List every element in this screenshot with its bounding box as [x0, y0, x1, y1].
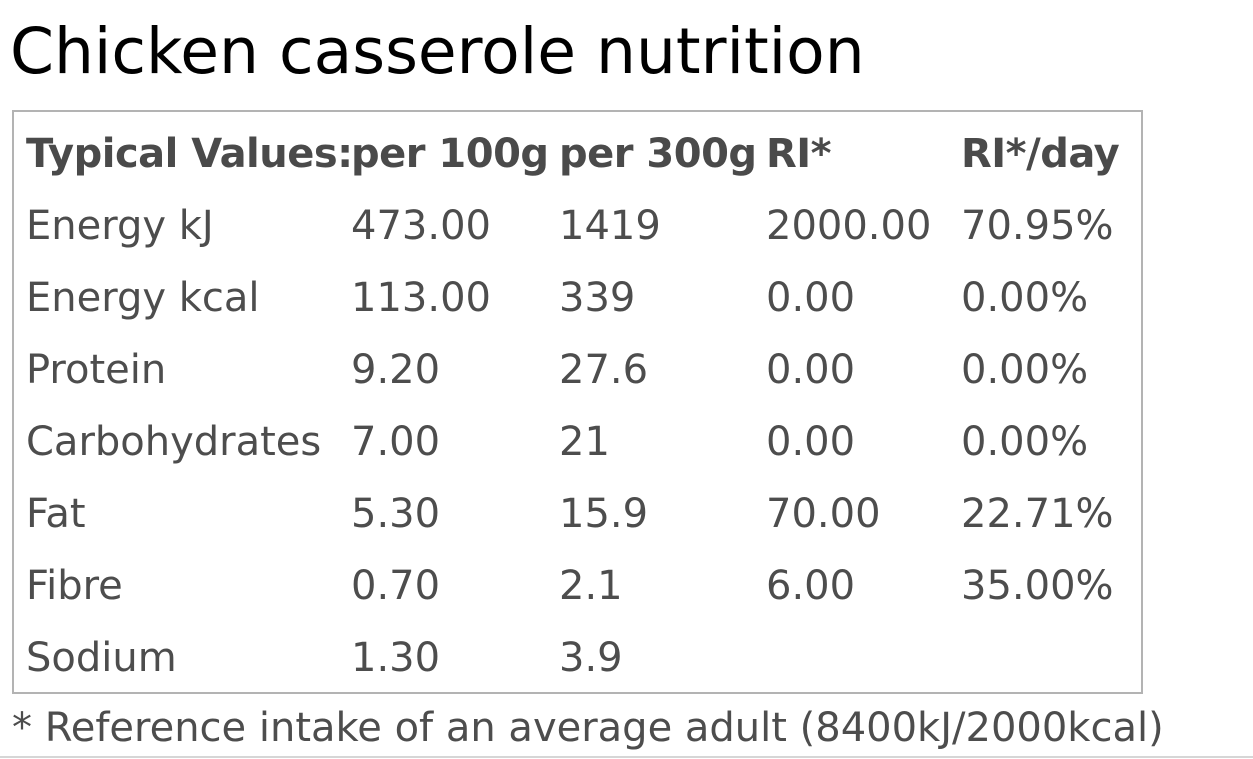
table-row: Protein 9.20 27.6 0.00 0.00% — [14, 334, 1141, 406]
value-per-100g: 5.30 — [351, 491, 441, 537]
nutrient-name: Carbohydrates — [26, 419, 322, 465]
header-per-100g: per 100g — [351, 131, 549, 177]
nutrient-name: Fat — [26, 491, 86, 537]
value-per-300g: 3.9 — [559, 635, 623, 681]
nutrient-name: Energy kJ — [26, 203, 214, 249]
table-row: Fibre 0.70 2.1 6.00 35.00% — [14, 550, 1141, 622]
nutrient-name: Fibre — [26, 563, 123, 609]
table-row: Energy kcal 113.00 339 0.00 0.00% — [14, 262, 1141, 334]
table-row: Carbohydrates 7.00 21 0.00 0.00% — [14, 406, 1141, 478]
value-ri-per-day: 70.95% — [961, 203, 1114, 249]
value-per-300g: 27.6 — [559, 347, 649, 393]
value-ri-per-day: 0.00% — [961, 347, 1089, 393]
value-ri: 0.00 — [766, 275, 856, 321]
value-per-100g: 7.00 — [351, 419, 441, 465]
value-ri: 6.00 — [766, 563, 856, 609]
table-row: Energy kJ 473.00 1419 2000.00 70.95% — [14, 190, 1141, 262]
value-per-100g: 113.00 — [351, 275, 491, 321]
value-ri: 2000.00 — [766, 203, 932, 249]
table-row: Fat 5.30 15.9 70.00 22.71% — [14, 478, 1141, 550]
value-ri-per-day: 35.00% — [961, 563, 1114, 609]
nutrient-name: Energy kcal — [26, 275, 260, 321]
value-ri-per-day: 0.00% — [961, 275, 1089, 321]
value-per-300g: 2.1 — [559, 563, 623, 609]
bottom-divider — [0, 756, 1253, 758]
value-per-300g: 1419 — [559, 203, 661, 249]
value-per-300g: 339 — [559, 275, 636, 321]
nutrient-name: Sodium — [26, 635, 177, 681]
header-typical-values: Typical Values: — [26, 131, 353, 177]
reference-intake-footnote: * Reference intake of an average adult (… — [12, 705, 1164, 751]
nutrition-table: Typical Values: per 100g per 300g RI* RI… — [12, 110, 1143, 694]
header-ri-per-day: RI*/day — [961, 131, 1120, 177]
value-per-100g: 473.00 — [351, 203, 491, 249]
header-ri: RI* — [766, 131, 832, 177]
value-ri-per-day: 22.71% — [961, 491, 1114, 537]
value-per-100g: 0.70 — [351, 563, 441, 609]
value-per-300g: 21 — [559, 419, 610, 465]
value-per-300g: 15.9 — [559, 491, 649, 537]
value-per-100g: 9.20 — [351, 347, 441, 393]
header-per-300g: per 300g — [559, 131, 757, 177]
value-ri-per-day: 0.00% — [961, 419, 1089, 465]
table-header-row: Typical Values: per 100g per 300g RI* RI… — [14, 118, 1141, 190]
nutrient-name: Protein — [26, 347, 167, 393]
page-title: Chicken casserole nutrition — [10, 15, 865, 88]
table-row: Sodium 1.30 3.9 — [14, 622, 1141, 694]
value-ri: 70.00 — [766, 491, 881, 537]
value-ri: 0.00 — [766, 347, 856, 393]
value-per-100g: 1.30 — [351, 635, 441, 681]
value-ri: 0.00 — [766, 419, 856, 465]
